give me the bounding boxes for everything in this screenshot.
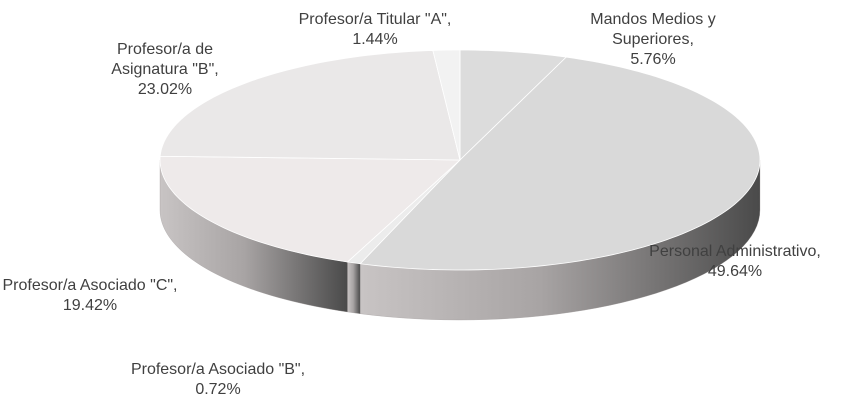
data-label: Profesor/a de Asignatura "B", 23.02%	[111, 41, 219, 98]
data-label: Profesor/a Titular "A", 1.44%	[298, 11, 452, 48]
slice	[432, 49, 461, 161]
data-label: Profesor/a Asociado "C", 19.42%	[2, 277, 178, 314]
slice	[359, 56, 761, 271]
slice	[159, 155, 462, 263]
data-label: Mandos Medios y Superiores, 5.76%	[590, 11, 716, 68]
data-label: Profesor/a Asociado "B", 0.72%	[130, 361, 306, 398]
slice	[459, 49, 568, 161]
data-label: Personal Administrativo, 49.64%	[649, 243, 821, 280]
slice	[159, 50, 461, 161]
slice-side	[347, 261, 361, 314]
